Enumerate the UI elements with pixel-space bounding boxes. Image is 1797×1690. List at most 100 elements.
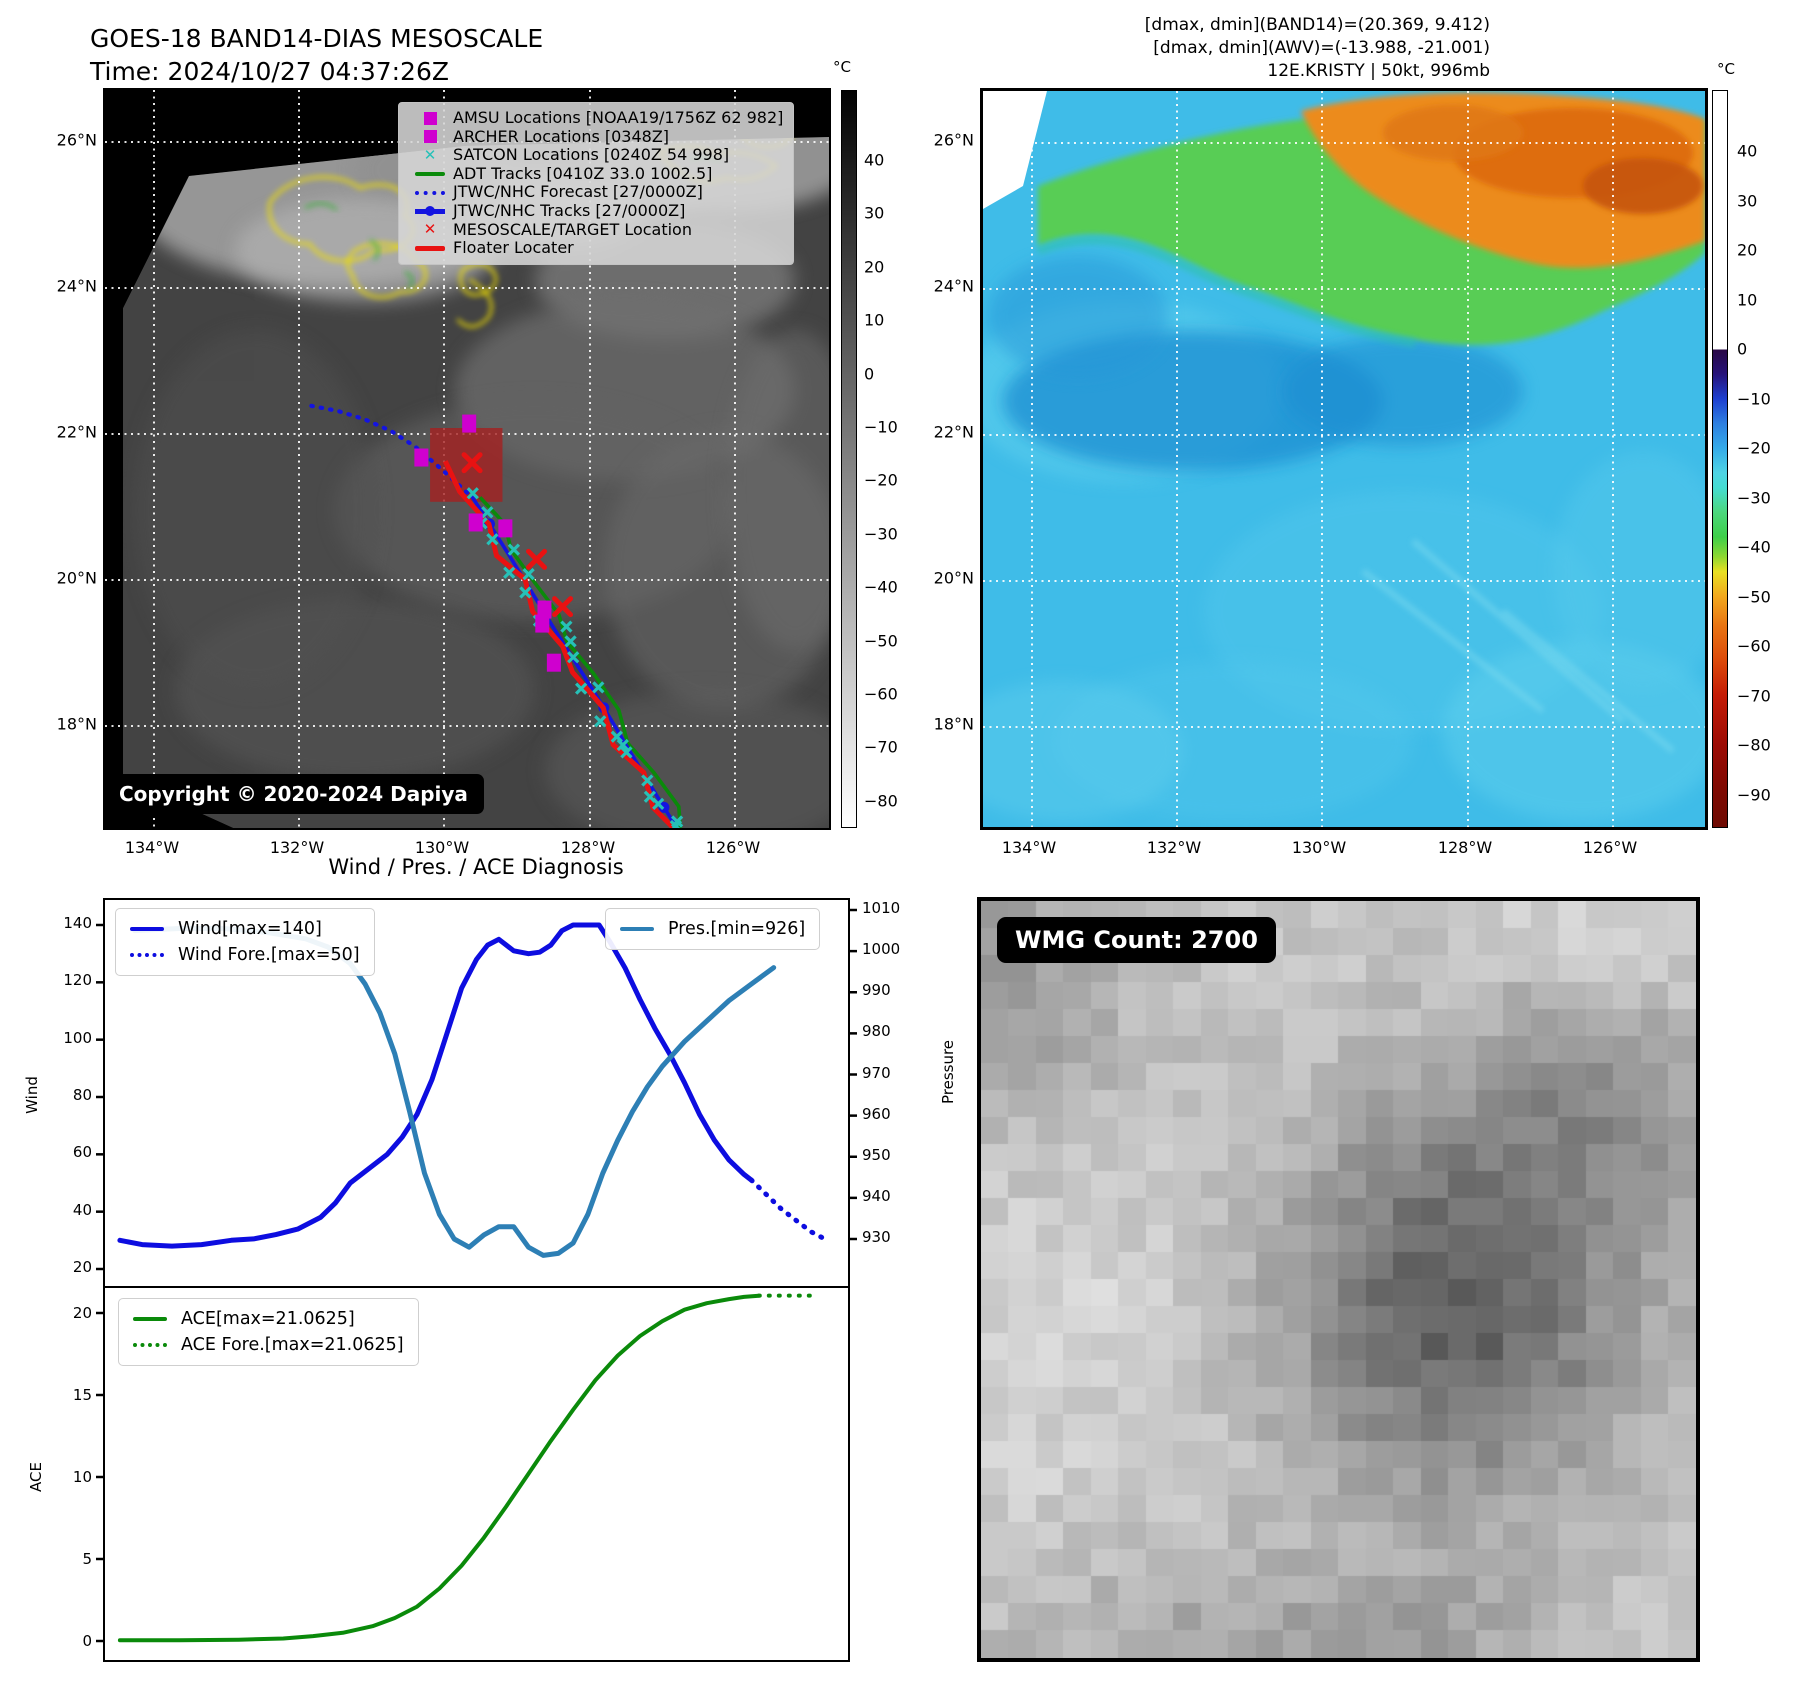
legend-label: SATCON Locations [0240Z 54 998]	[453, 145, 730, 165]
band14-colorbar-tick: −20	[864, 470, 898, 490]
wind-fore-legend-label: Wind Fore.[max=50]	[178, 945, 360, 965]
pressure-tick-label: 940	[862, 1186, 891, 1205]
pressure-tick-label: 950	[862, 1145, 891, 1164]
ace-tick-label: 15	[72, 1386, 92, 1404]
lat-tick-label: 26°N	[933, 130, 974, 150]
awv-colorbar-tick: −50	[1737, 587, 1771, 606]
band14-colorbar-tick: −80	[864, 791, 898, 811]
legend-marker-x: ✕	[407, 147, 453, 162]
legend-row: JTWC/NHC Tracks [27/0000Z]	[407, 201, 783, 221]
wind-tick-label: 40	[72, 1200, 92, 1219]
dmax-dmin-awv: [dmax, dmin](AWV)=(-13.988, -21.001)	[1153, 38, 1490, 58]
pres-legend-label: Pres.[min=926]	[668, 919, 806, 939]
wind-tick-label: 100	[63, 1028, 92, 1047]
lon-tick-label: 132°W	[269, 838, 325, 857]
wind-line-sample	[130, 926, 178, 932]
awv-colorbar-unit: °C	[1717, 60, 1735, 78]
lon-tick-label: 132°W	[1146, 838, 1202, 857]
awv-colorbar-tick: 10	[1737, 290, 1758, 309]
awv-colorbar	[1712, 90, 1728, 828]
line-marker-icon	[415, 246, 445, 251]
legend-marker-line	[407, 171, 453, 177]
legend-row: JTWC/NHC Forecast [27/0000Z]	[407, 183, 783, 202]
band14-colorbar-tick: −40	[864, 577, 898, 597]
legend-label: ADT Tracks [0410Z 33.0 1002.5]	[453, 163, 713, 183]
legend-row: ADT Tracks [0410Z 33.0 1002.5]	[407, 163, 783, 184]
awv-colorbar-tick: 0	[1737, 339, 1748, 359]
dmax-dmin-band14: [dmax, dmin](BAND14)=(20.369, 9.412)	[1144, 15, 1490, 35]
ace-legend-label: ACE[max=21.0625]	[181, 1309, 355, 1329]
ace-plot	[96, 1293, 821, 1643]
awv-colorbar-tick: −20	[1737, 438, 1771, 458]
square-marker-icon	[423, 130, 437, 144]
lat-tick-label: 20°N	[56, 568, 97, 588]
band14-colorbar-tick: −50	[864, 631, 898, 651]
ace-axis-title: ACE	[27, 1462, 45, 1492]
pressure-tick-label: 980	[862, 1022, 891, 1041]
dotted-line-marker-icon	[415, 190, 445, 195]
ace-legend: ACE[max=21.0625] ACE Fore.[max=21.0625]	[118, 1298, 419, 1366]
awv-colorbar-tick: −60	[1737, 636, 1771, 656]
lat-tick-label: 20°N	[933, 568, 974, 588]
legend-marker-dotted	[407, 190, 453, 195]
band14-colorbar-tick: −60	[864, 684, 898, 704]
pressure-axis-title: Pressure	[939, 1039, 957, 1105]
awv-colorbar-tick: −80	[1737, 735, 1771, 755]
legend-marker-square	[407, 111, 453, 125]
line-marker-icon	[415, 171, 445, 177]
wind-axis-title: Wind	[23, 1076, 41, 1114]
wind-tick-label: 80	[72, 1086, 92, 1104]
copyright-label: Copyright © 2020-2024 Dapiya	[103, 774, 484, 814]
band14-colorbar-tick: −70	[864, 737, 898, 757]
pres-legend-row: Pres.[min=926]	[620, 916, 805, 942]
lon-tick-label: 134°W	[124, 838, 180, 857]
band14-colorbar-tick: 0	[864, 364, 875, 384]
ace-tick-label: 20	[72, 1304, 92, 1322]
pres-legend: Pres.[min=926]	[605, 908, 821, 950]
header-info-block: [dmax, dmin](BAND14)=(20.369, 9.412) [dm…	[1145, 14, 1490, 83]
awv-colorbar-tick: −30	[1737, 488, 1771, 507]
lat-tick-label: 22°N	[933, 422, 974, 442]
wind-tick-label: 20	[72, 1258, 92, 1276]
legend-row: ✕ SATCON Locations [0240Z 54 998]	[407, 146, 783, 165]
wind-tick-label: 120	[63, 971, 92, 990]
band14-colorbar-tick: −30	[864, 524, 898, 544]
lon-tick-label: 128°W	[1437, 838, 1493, 857]
wind-legend-row: Wind[max=140]	[130, 916, 360, 942]
band14-colorbar	[841, 90, 857, 828]
legend-label: Floater Locater	[453, 238, 574, 258]
lat-tick-label: 22°N	[56, 422, 97, 442]
chart-title: Wind / Pres. / ACE Diagnosis	[328, 855, 624, 879]
lon-tick-label: 126°W	[705, 838, 761, 857]
ace-fore-line-sample	[133, 1343, 181, 1347]
legend-marker-line	[407, 246, 453, 251]
storm-status: 12E.KRISTY | 50kt, 996mb	[1267, 61, 1490, 81]
pres-line-sample	[620, 926, 668, 932]
ace-tick-label: 10	[72, 1468, 92, 1486]
dot-icon	[425, 206, 435, 217]
awv-colorbar-tick: 20	[1737, 240, 1758, 260]
line-dot-marker-icon	[415, 206, 445, 217]
awv-colorbar-tick: −40	[1737, 537, 1771, 557]
legend-label: AMSU Locations [NOAA19/1756Z 62 982]	[453, 108, 784, 127]
legend-label: JTWC/NHC Forecast [27/0000Z]	[453, 182, 703, 202]
wind-legend-label: Wind[max=140]	[178, 919, 322, 939]
pressure-tick-label: 960	[862, 1104, 891, 1123]
awv-colorbar-tick: 30	[1737, 191, 1758, 210]
legend-marker-square	[407, 130, 453, 144]
lat-tick-label: 26°N	[56, 130, 97, 150]
timestamp: Time: 2024/10/27 04:37:26Z	[90, 57, 449, 86]
band14-colorbar-tick: 30	[864, 203, 885, 223]
awv-satellite-image	[983, 91, 1705, 827]
legend-marker-line-dot	[407, 206, 453, 217]
awv-map-panel	[980, 88, 1708, 830]
legend-row: Floater Locater	[407, 239, 783, 258]
wind-legend: Wind[max=140] Wind Fore.[max=50]	[115, 908, 375, 976]
lat-tick-label: 24°N	[933, 276, 974, 296]
lon-tick-label: 130°W	[414, 838, 470, 857]
lat-tick-label: 24°N	[56, 276, 97, 296]
legend-row: AMSU Locations [NOAA19/1756Z 62 982]	[407, 108, 784, 128]
band14-colorbar-tick: 20	[864, 257, 885, 277]
band14-colorbar-tick: 40	[864, 150, 885, 170]
